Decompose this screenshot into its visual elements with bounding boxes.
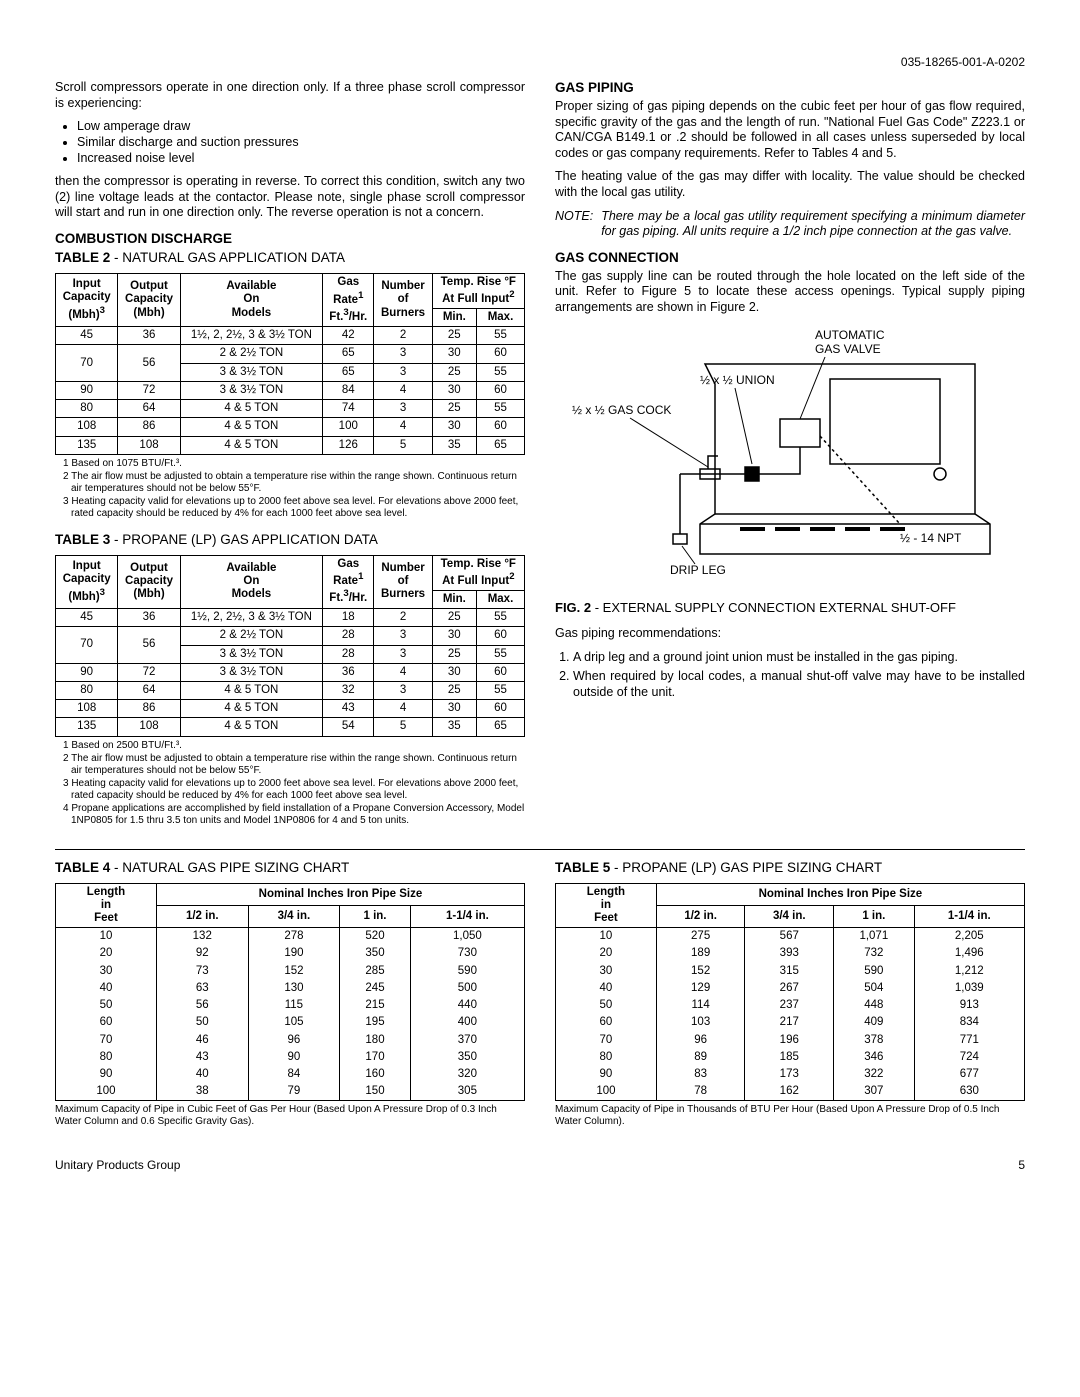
gas-conn-para: The gas supply line can be routed throug… bbox=[555, 269, 1025, 316]
gas-piping-p2: The heating value of the gas may differ … bbox=[555, 169, 1025, 200]
figure-2-caption: FIG. 2 - EXTERNAL SUPPLY CONNECTION EXTE… bbox=[555, 600, 1025, 616]
gas-piping-p1: Proper sizing of gas piping depends on t… bbox=[555, 99, 1025, 162]
table4-title: TABLE 4 - NATURAL GAS PIPE SIZING CHART bbox=[55, 860, 525, 877]
fig-label-valve-1: AUTOMATIC bbox=[815, 328, 885, 342]
intro-bullets: Low amperage draw Similar discharge and … bbox=[77, 119, 525, 166]
pipe-sizing-table: LengthinFeetNominal Inches Iron Pipe Siz… bbox=[55, 883, 525, 1102]
table2-title: TABLE 2 - NATURAL GAS APPLICATION DATA bbox=[55, 250, 525, 267]
right-column: GAS PIPING Proper sizing of gas piping d… bbox=[555, 80, 1025, 839]
left-column: Scroll compressors operate in one direct… bbox=[55, 80, 525, 839]
app-data-table: InputCapacity(Mbh)3OutputCapacity(Mbh)Av… bbox=[55, 273, 525, 455]
table2-wrap: InputCapacity(Mbh)3OutputCapacity(Mbh)Av… bbox=[55, 273, 525, 455]
table3-footnotes: 1 Based on 2500 BTU/Ft.³.2 The air flow … bbox=[63, 740, 525, 827]
fig-label-union: ½ x ½ UNION bbox=[700, 373, 775, 387]
bullet: Low amperage draw bbox=[77, 119, 525, 135]
bullet: Similar discharge and suction pressures bbox=[77, 135, 525, 151]
table3-wrap: InputCapacity(Mbh)3OutputCapacity(Mbh)Av… bbox=[55, 555, 525, 737]
intro-para2: then the compressor is operating in reve… bbox=[55, 174, 525, 221]
gas-piping-note: NOTE: There may be a local gas utility r… bbox=[555, 209, 1025, 240]
table2-footnotes: 1 Based on 1075 BTU/Ft.³.2 The air flow … bbox=[63, 458, 525, 520]
intro-para1: Scroll compressors operate in one direct… bbox=[55, 80, 525, 111]
fig-label-cock: ½ x ½ GAS COCK bbox=[572, 403, 671, 417]
gas-piping-heading: GAS PIPING bbox=[555, 80, 1025, 97]
page-footer: Unitary Products Group 5 bbox=[55, 1158, 1025, 1173]
recs-intro: Gas piping recommendations: bbox=[555, 626, 1025, 642]
table4-col: TABLE 4 - NATURAL GAS PIPE SIZING CHART … bbox=[55, 858, 525, 1129]
pipe-sizing-table: LengthinFeetNominal Inches Iron Pipe Siz… bbox=[555, 883, 1025, 1102]
gas-conn-heading: GAS CONNECTION bbox=[555, 250, 1025, 267]
fig-label-npt: ½ - 14 NPT bbox=[900, 531, 962, 545]
rec-item: A drip leg and a ground joint union must… bbox=[573, 650, 1025, 666]
footer-left: Unitary Products Group bbox=[55, 1158, 180, 1173]
footer-right: 5 bbox=[1018, 1158, 1025, 1173]
doc-id: 035-18265-001-A-0202 bbox=[55, 55, 1025, 70]
table5-col: TABLE 5 - PROPANE (LP) GAS PIPE SIZING C… bbox=[555, 858, 1025, 1129]
app-data-table: InputCapacity(Mbh)3OutputCapacity(Mbh)Av… bbox=[55, 555, 525, 737]
table5-note: Maximum Capacity of Pipe in Thousands of… bbox=[555, 1104, 1025, 1128]
fig-label-drip: DRIP LEG bbox=[670, 563, 726, 577]
rec-item: When required by local codes, a manual s… bbox=[573, 669, 1025, 700]
table4-note: Maximum Capacity of Pipe in Cubic Feet o… bbox=[55, 1104, 525, 1128]
recs-list: A drip leg and a ground joint union must… bbox=[573, 650, 1025, 701]
fig-label-valve-2: GAS VALVE bbox=[815, 342, 881, 356]
table5-title: TABLE 5 - PROPANE (LP) GAS PIPE SIZING C… bbox=[555, 860, 1025, 877]
table3-title: TABLE 3 - PROPANE (LP) GAS APPLICATION D… bbox=[55, 532, 525, 549]
figure-2-diagram: AUTOMATIC GAS VALVE ½ x ½ UNION ½ x ½ GA… bbox=[570, 324, 1010, 594]
bullet: Increased noise level bbox=[77, 151, 525, 167]
combustion-heading: COMBUSTION DISCHARGE bbox=[55, 231, 525, 248]
